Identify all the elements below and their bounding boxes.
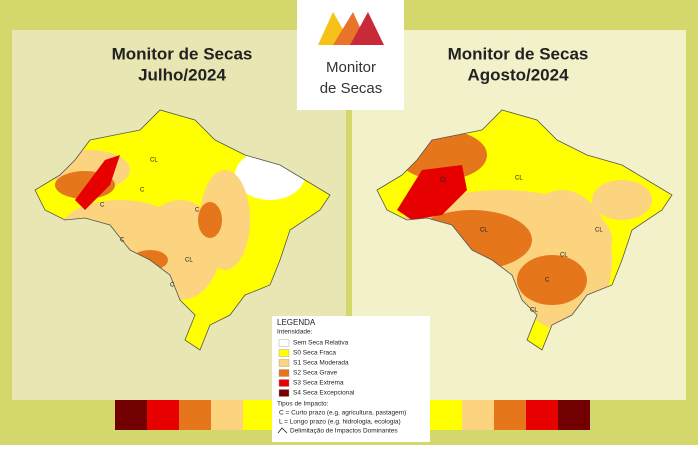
legend-title: LEGENDA bbox=[277, 318, 316, 327]
impact-label: C bbox=[100, 203, 105, 209]
legend-swatch bbox=[278, 389, 290, 397]
legend: LEGENDA Intensidade: Sem Seca Relativa S0… bbox=[277, 318, 406, 435]
impact-label: CL bbox=[185, 258, 193, 264]
impact-label: C bbox=[195, 208, 200, 214]
logo-text: de Secas bbox=[320, 80, 383, 97]
legend-impact: Delimitação de Impactos Dominantes bbox=[290, 428, 398, 435]
map-title: Monitor de Secas bbox=[112, 44, 253, 63]
legend-swatch bbox=[278, 359, 290, 367]
impact-label: CL bbox=[560, 253, 568, 259]
impact-label: CL bbox=[595, 228, 603, 234]
impact-label: CL bbox=[515, 176, 523, 182]
impact-label: CL bbox=[530, 308, 538, 314]
legend-swatch bbox=[278, 369, 290, 377]
impact-label: C bbox=[170, 283, 175, 289]
legend-subtitle: Intensidade: bbox=[277, 329, 313, 336]
impact-label: C bbox=[140, 188, 145, 194]
legend-box bbox=[272, 316, 430, 442]
legend-label: S1 Seca Moderada bbox=[293, 360, 349, 367]
impact-label: CL bbox=[150, 158, 158, 164]
impact-label: C bbox=[545, 278, 550, 284]
impact-label: CL bbox=[440, 178, 448, 184]
legend-impact: L = Longo prazo (e.g. hidrologia, ecolog… bbox=[279, 419, 401, 426]
legend-swatch bbox=[278, 379, 290, 387]
map-title: Monitor de Secas bbox=[448, 44, 589, 63]
legend-label: S3 Seca Extrema bbox=[293, 380, 344, 387]
impact-label: C bbox=[120, 238, 125, 244]
legend-subtitle: Tipos de Impacto: bbox=[277, 401, 329, 408]
legend-label: S4 Seca Excepcional bbox=[293, 390, 355, 397]
logo-icon bbox=[318, 12, 384, 45]
color-stripes bbox=[115, 400, 590, 430]
legend-label: Sem Seca Relativa bbox=[293, 340, 349, 347]
impact-label: CL bbox=[480, 228, 488, 234]
map-title: Julho/2024 bbox=[138, 65, 226, 84]
map-title: Agosto/2024 bbox=[467, 65, 569, 84]
logo-text: Monitor bbox=[326, 59, 376, 76]
boundary-icon bbox=[277, 427, 288, 434]
legend-impact: C = Curto prazo (e.g. agricultura, pasta… bbox=[279, 410, 406, 417]
legend-swatch bbox=[278, 349, 290, 357]
legend-label: S2 Seca Grave bbox=[293, 370, 337, 377]
legend-swatch bbox=[278, 339, 290, 347]
legend-label: S0 Seca Fraca bbox=[293, 350, 336, 357]
